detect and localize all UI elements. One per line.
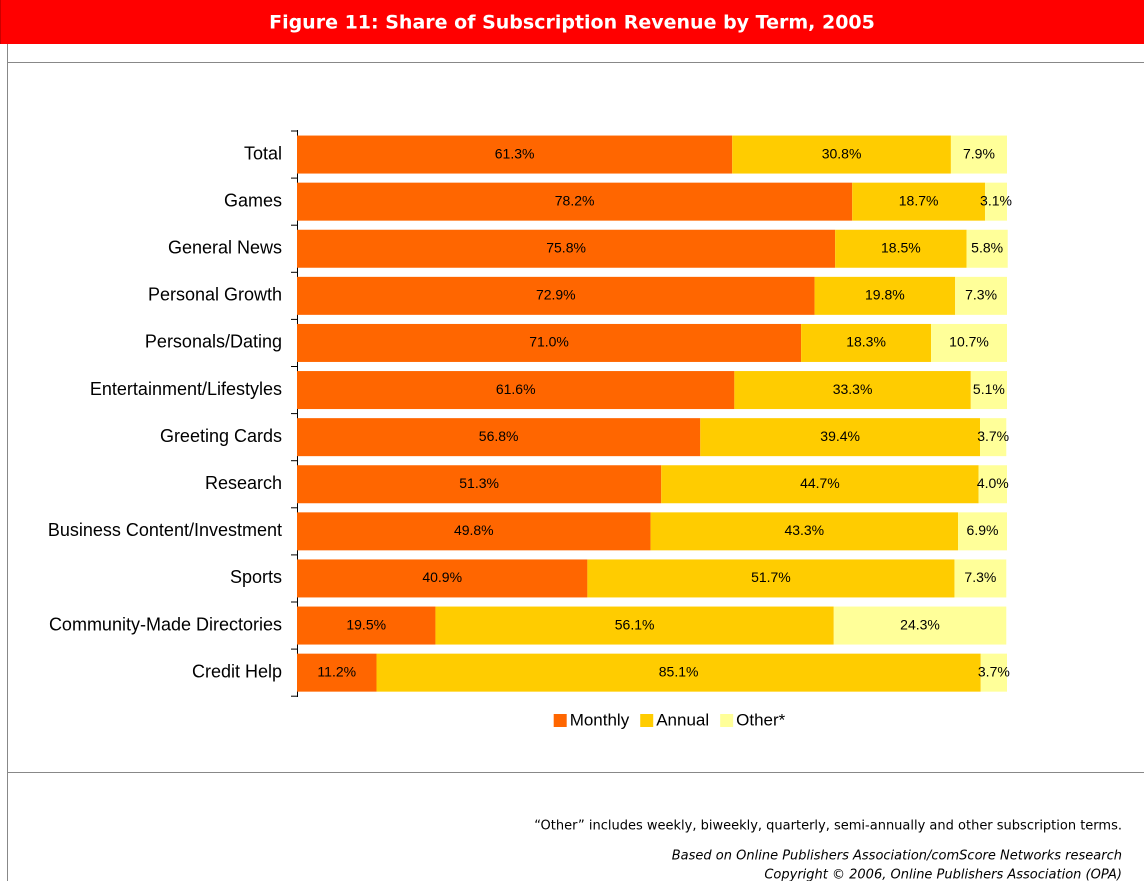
legend-label: Monthly (570, 710, 630, 729)
value-label: 49.8% (454, 522, 494, 538)
bar-segment (835, 229, 967, 268)
value-label: 3.7% (977, 428, 1009, 444)
value-label: 18.5% (881, 239, 921, 255)
value-label: 3.7% (978, 663, 1010, 679)
bar-segment (958, 512, 1007, 551)
value-label: 18.3% (846, 334, 886, 350)
bar-segment (970, 371, 1007, 410)
bar-segment (833, 606, 1007, 645)
value-label: 11.2% (317, 663, 356, 679)
bar-segment (814, 276, 956, 315)
category-label: Research (205, 473, 282, 493)
bar-segment (297, 465, 662, 504)
value-label: 7.3% (964, 569, 996, 585)
source-note: Based on Online Publishers Association/c… (672, 849, 1122, 864)
value-label: 56.8% (479, 428, 519, 444)
value-label: 61.6% (496, 381, 536, 397)
bar-segment (297, 229, 836, 268)
bar-segment (650, 512, 959, 551)
value-label: 51.3% (459, 475, 499, 491)
bar-segment (950, 135, 1007, 174)
bar-segment (984, 182, 1007, 221)
chart-frame (7, 62, 1144, 773)
bar-segment (297, 512, 651, 551)
category-label: Personal Growth (148, 285, 282, 305)
value-label: 72.9% (536, 287, 576, 303)
value-label: 39.4% (820, 428, 860, 444)
category-label: Games (224, 190, 282, 210)
value-label: 71.0% (529, 334, 569, 350)
bar-segment (297, 371, 735, 410)
category-label: Business Content/Investment (48, 520, 282, 540)
value-label: 75.8% (546, 239, 586, 255)
value-label: 30.8% (822, 145, 862, 161)
value-label: 40.9% (422, 569, 462, 585)
category-label: Personals/Dating (145, 332, 282, 352)
value-label: 6.9% (967, 522, 999, 538)
bar-segment (734, 371, 971, 410)
value-label: 5.1% (973, 381, 1005, 397)
bar-segment (966, 229, 1008, 268)
category-label: Credit Help (192, 661, 282, 681)
bar-segment (980, 653, 1007, 692)
bar-segment (297, 182, 853, 221)
bar-segment (297, 276, 815, 315)
legend-swatch (640, 714, 654, 727)
bar-segment (954, 559, 1007, 598)
value-label: 19.5% (346, 616, 386, 632)
category-label: Entertainment/Lifestyles (90, 379, 282, 399)
category-label: Greeting Cards (160, 426, 282, 446)
value-label: 18.7% (899, 192, 939, 208)
value-label: 24.3% (900, 616, 940, 632)
value-label: 56.1% (615, 616, 655, 632)
bar-segment (297, 606, 436, 645)
value-label: 7.3% (965, 287, 997, 303)
category-label: General News (168, 238, 282, 258)
value-label: 3.1% (980, 192, 1012, 208)
bar-segment (931, 323, 1007, 362)
bar-segment (297, 418, 701, 457)
value-label: 33.3% (833, 381, 873, 397)
value-label: 10.7% (949, 334, 989, 350)
bar-segment (978, 465, 1007, 504)
bar-segment (852, 182, 985, 221)
value-label: 43.3% (784, 522, 824, 538)
value-label: 51.7% (751, 569, 791, 585)
value-label: 4.0% (977, 475, 1009, 491)
category-label: Total (244, 143, 282, 163)
value-label: 19.8% (865, 287, 905, 303)
category-label: Sports (230, 567, 282, 587)
legend-label: Annual (656, 710, 709, 729)
copyright-note: Copyright © 2006, Online Publishers Asso… (764, 868, 1122, 881)
bar-segment (700, 418, 981, 457)
footnote: “Other” includes weekly, biweekly, quart… (534, 819, 1122, 834)
bar-segment (376, 653, 981, 692)
title-band (0, 0, 1144, 44)
bar-segment (297, 653, 377, 692)
bar-segment (297, 135, 733, 174)
value-label: 44.7% (800, 475, 840, 491)
bar-segment (732, 135, 951, 174)
legend-swatch (553, 714, 567, 727)
value-label: 7.9% (963, 145, 995, 161)
bar-segment (955, 276, 1007, 315)
value-label: 85.1% (659, 663, 699, 679)
value-label: 5.8% (971, 239, 1003, 255)
bar-segment (297, 323, 802, 362)
legend-swatch (720, 714, 734, 727)
bar-segment (801, 323, 932, 362)
bar-segment (435, 606, 834, 645)
bar-segment (661, 465, 979, 504)
bar-segment (587, 559, 955, 598)
legend-label: Other* (736, 710, 786, 729)
category-label: Community-Made Directories (49, 614, 282, 634)
bar-segment (297, 559, 588, 598)
chart-title: Figure 11: Share of Subscription Revenue… (269, 12, 875, 34)
bar-segment (980, 418, 1007, 457)
value-label: 61.3% (495, 145, 535, 161)
value-label: 78.2% (555, 192, 595, 208)
